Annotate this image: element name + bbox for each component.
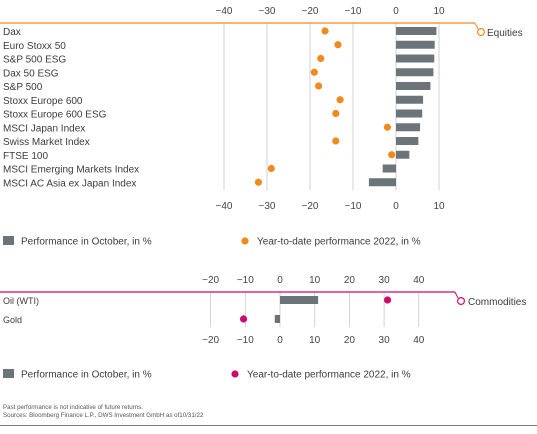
category-label: Dax 50 ESG bbox=[3, 68, 59, 79]
ytd-dot bbox=[315, 82, 323, 90]
october-bar bbox=[274, 315, 280, 323]
footnote-disclaimer: Past performance is not indicative of fu… bbox=[3, 404, 143, 411]
footnote-sources: Sources: Bloomberg Finance L.P., DWS Inv… bbox=[3, 412, 204, 419]
october-bar bbox=[396, 82, 431, 90]
october-bar bbox=[396, 40, 435, 49]
group-header-tick bbox=[474, 22, 479, 30]
ytd-dot bbox=[383, 123, 391, 131]
category-label: Dax bbox=[3, 27, 21, 38]
october-bar bbox=[396, 68, 434, 77]
x-tick-label-bottom: −10 bbox=[345, 201, 362, 212]
chart-panel-equities: −40 −40 −30 −30 −20 −20 −10 −10 0 0 10 10 Equities Da… bbox=[0, 6, 523, 248]
x-tick-label-top: 10 bbox=[433, 6, 445, 17]
x-tick-label-bottom: 20 bbox=[344, 335, 356, 346]
category-label: MSCI Emerging Markets Index bbox=[3, 165, 139, 176]
october-bar bbox=[396, 150, 410, 159]
october-bar bbox=[396, 123, 421, 132]
x-tick-label-top: 30 bbox=[379, 275, 391, 286]
x-tick-label-bottom: 40 bbox=[413, 335, 425, 346]
x-tick-label-top: 10 bbox=[309, 275, 321, 286]
x-tick-label-bottom: −30 bbox=[259, 201, 276, 212]
legend-dot-swatch bbox=[231, 370, 239, 378]
group-header-tick bbox=[454, 291, 459, 299]
ytd-dot bbox=[388, 151, 396, 159]
october-bar bbox=[396, 109, 423, 118]
x-tick-label-bottom: 0 bbox=[393, 201, 399, 212]
x-tick-label-top: 0 bbox=[277, 275, 283, 286]
ytd-dot bbox=[317, 54, 325, 63]
ytd-dot bbox=[383, 296, 392, 304]
category-label: S&P 500 bbox=[3, 82, 43, 93]
october-bar bbox=[396, 95, 424, 104]
legend-label-october: Performance in October, in % bbox=[21, 370, 152, 381]
category-label: FTSE 100 bbox=[3, 151, 48, 162]
category-label: S&P 500 ESG bbox=[3, 55, 66, 66]
legend-bar-swatch bbox=[3, 369, 14, 378]
x-tick-label-bottom: −20 bbox=[202, 335, 219, 346]
x-tick-label-bottom: −40 bbox=[216, 201, 233, 212]
october-bar bbox=[382, 164, 396, 173]
category-label: MSCI AC Asia ex Japan Index bbox=[3, 178, 136, 189]
ytd-dot bbox=[267, 164, 275, 173]
category-label: MSCI Japan Index bbox=[3, 123, 85, 134]
group-label: Commodities bbox=[468, 297, 526, 308]
group-label: Equities bbox=[487, 28, 523, 39]
legend-label-ytd: Year-to-date performance 2022, in % bbox=[247, 370, 411, 381]
x-tick-label-top: 40 bbox=[413, 275, 425, 286]
october-bar bbox=[368, 178, 396, 187]
x-tick-label-top: 0 bbox=[393, 6, 399, 17]
legend-label-ytd: Year-to-date performance 2022, in % bbox=[257, 237, 421, 248]
october-bar bbox=[396, 54, 435, 63]
x-tick-label-top: 20 bbox=[344, 275, 356, 286]
x-tick-label-bottom: −10 bbox=[237, 335, 254, 346]
category-label: Gold bbox=[3, 315, 22, 325]
x-tick-label-top: −20 bbox=[202, 275, 219, 286]
october-bar bbox=[396, 137, 419, 145]
ytd-dot bbox=[321, 27, 329, 35]
legend-bar-swatch bbox=[3, 236, 14, 245]
ytd-dot bbox=[332, 109, 340, 118]
x-tick-label-top: −20 bbox=[302, 6, 319, 17]
group-marker-icon bbox=[477, 28, 486, 37]
x-tick-label-bottom: 10 bbox=[309, 335, 321, 346]
ytd-dot bbox=[254, 178, 262, 186]
x-tick-label-bottom: 30 bbox=[379, 335, 391, 346]
category-label: Stoxx Europe 600 ESG bbox=[3, 110, 107, 121]
ytd-dot bbox=[310, 68, 318, 76]
x-tick-label-bottom: −20 bbox=[302, 201, 319, 212]
category-label: Swiss Market Index bbox=[3, 137, 90, 148]
legend-label-october: Performance in October, in % bbox=[21, 237, 152, 248]
ytd-dot bbox=[334, 41, 342, 49]
x-tick-label-top: −40 bbox=[216, 6, 233, 17]
category-label: Oil (WTI) bbox=[3, 296, 39, 306]
chart-panel-commodities: −20 −20 −10 −10 0 0 10 10 20 20 30 30 40 40 Commoditie… bbox=[0, 275, 526, 381]
october-bar bbox=[280, 296, 319, 304]
ytd-dot bbox=[336, 96, 344, 104]
group-marker-icon bbox=[457, 297, 466, 306]
october-bar bbox=[396, 27, 437, 35]
category-label: Euro Stoxx 50 bbox=[3, 41, 66, 52]
x-tick-label-bottom: 0 bbox=[277, 335, 283, 346]
legend-dot-swatch bbox=[241, 237, 249, 245]
bottom-divider bbox=[0, 425, 537, 426]
category-label: Stoxx Europe 600 bbox=[3, 96, 83, 107]
x-tick-label-top: −10 bbox=[345, 6, 362, 17]
ytd-dot bbox=[239, 315, 248, 323]
x-tick-label-top: −10 bbox=[237, 275, 254, 286]
x-tick-label-top: −30 bbox=[259, 6, 276, 17]
ytd-dot bbox=[332, 137, 340, 145]
x-tick-label-bottom: 10 bbox=[433, 201, 445, 212]
